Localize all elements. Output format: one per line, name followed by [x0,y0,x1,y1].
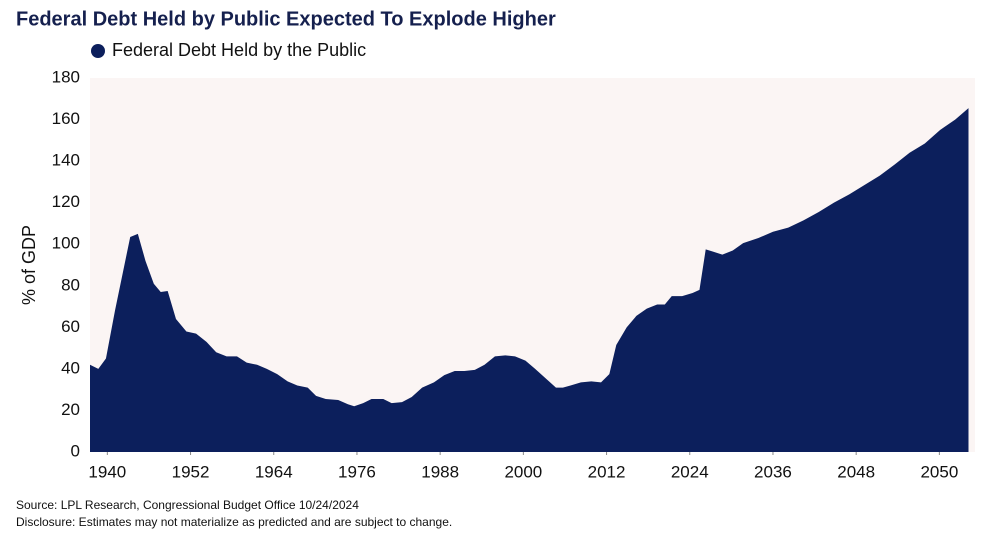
y-tick-label: 0 [71,441,80,460]
x-tick-label: 1976 [338,462,376,481]
y-tick-label: 180 [52,67,80,86]
area [90,108,969,452]
y-tick-label: 40 [61,358,80,377]
y-axis-label: % of GDP [19,225,39,305]
y-tick-label: 80 [61,275,80,294]
x-tick-label: 2048 [837,462,875,481]
y-tick-label: 140 [52,151,80,170]
disclosure: Disclosure: Estimates may not materializ… [16,515,452,529]
x-tick-label: 1964 [255,462,293,481]
source: Source: LPL Research, Congressional Budg… [16,498,359,512]
x-tick-label: 2000 [504,462,542,481]
x-tick-label: 2024 [671,462,709,481]
legend-marker [91,44,105,58]
x-tick-label: 2050 [920,462,958,481]
y-tick-label: 100 [52,234,80,253]
y-tick-label: 60 [61,317,80,336]
legend-label: Federal Debt Held by the Public [112,40,366,60]
y-tick-label: 20 [61,400,80,419]
chart-title: Federal Debt Held by Public Expected To … [16,8,556,30]
x-tick-label: 2012 [588,462,626,481]
x-tick-label: 1988 [421,462,459,481]
x-tick-label: 1952 [172,462,210,481]
x-tick-label: 2036 [754,462,792,481]
y-tick-label: 160 [52,109,80,128]
y-tick-label: 120 [52,192,80,211]
x-tick-label: 1940 [88,462,126,481]
